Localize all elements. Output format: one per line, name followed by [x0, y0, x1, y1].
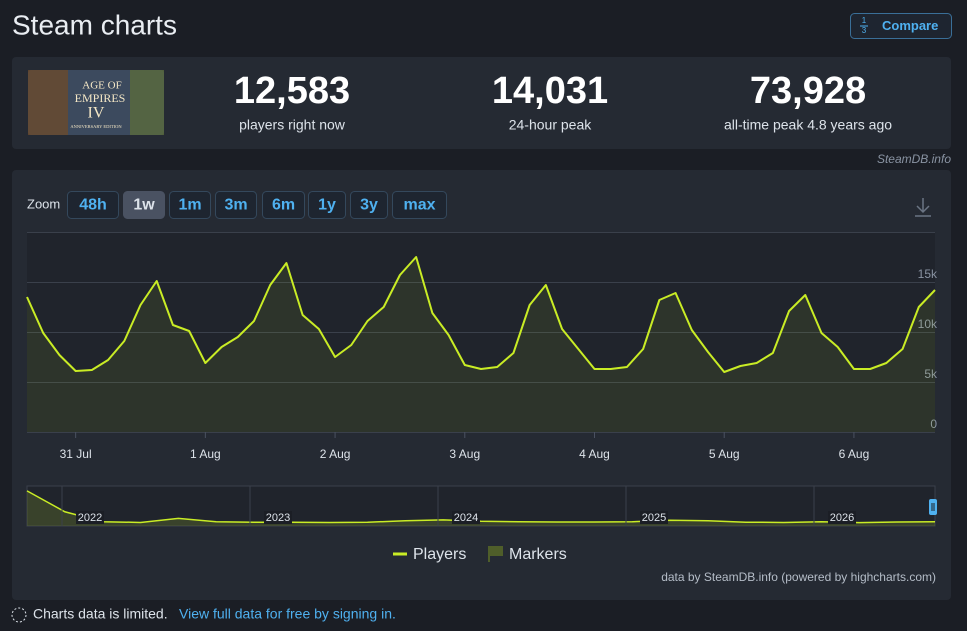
zoom-button[interactable]: 1w	[123, 191, 165, 219]
legend-markers[interactable]: Markers	[488, 546, 567, 563]
source-label: SteamDB.info	[877, 152, 951, 166]
navigator-label-bg	[264, 511, 292, 524]
legend-swatch	[488, 546, 503, 562]
navigator-year-label: 2024	[454, 512, 478, 524]
x-tick-label: 5 Aug	[709, 447, 740, 461]
y-tick-label: 5k	[924, 367, 938, 381]
page-title: Steam charts	[12, 9, 177, 40]
credits: data by SteamDB.info (powered by highcha…	[661, 570, 936, 584]
x-tick-label: 31 Jul	[60, 447, 92, 461]
legend-label: Markers	[509, 546, 567, 563]
stat-value: 73,928	[750, 70, 866, 112]
limited-icon	[11, 607, 27, 623]
game-image-text: AGE OF	[82, 80, 121, 92]
download-icon	[916, 205, 930, 214]
navigator-handle[interactable]	[929, 499, 937, 515]
zoom-button-frame	[392, 191, 447, 219]
navigator	[26, 485, 936, 527]
zoom-button-frame	[123, 191, 165, 219]
stats-panel	[12, 57, 951, 149]
zoom-button-label: 1w	[133, 197, 155, 214]
x-tick-label: 6 Aug	[839, 447, 870, 461]
zoom-button-label: 48h	[79, 197, 107, 214]
game-image-right	[130, 70, 164, 135]
zoom-button[interactable]: 6m	[262, 191, 305, 219]
x-tick-label: 1 Aug	[190, 447, 221, 461]
zoom-button[interactable]: max	[392, 191, 447, 219]
compare-icon-bottom: 3	[862, 26, 867, 35]
navigator-year-label: 2023	[266, 512, 290, 524]
zoom-button-label: max	[403, 197, 435, 214]
zoom-button-frame	[262, 191, 305, 219]
game-image: AGE OF EMPIRES IV ANNIVERSARY EDITION	[28, 70, 164, 135]
zoom-button-label: 6m	[272, 197, 295, 214]
navigator-label-bg	[76, 511, 104, 524]
series-line	[26, 256, 936, 373]
zoom-button[interactable]: 1m	[169, 191, 211, 219]
zoom-button[interactable]: 3y	[350, 191, 388, 219]
compare-icon-top: 1	[862, 16, 867, 25]
plot: 0 5k 10k 15k 31 Jul 1 Aug 2 Aug 3 Aug 4 Aug 5 Aug…	[26, 256, 938, 461]
zoom-label: Zoom	[27, 196, 60, 211]
stat-label: players right now	[239, 117, 346, 133]
download-button[interactable]	[915, 198, 931, 217]
compare-button-frame	[850, 13, 952, 39]
compare-label: Compare	[882, 18, 938, 33]
navigator-year-label: 2025	[642, 512, 666, 524]
navigator-series: 2022 2023 2024 2025 2026	[26, 486, 936, 526]
stat-value: 12,583	[234, 70, 350, 112]
navigator-label-bg	[640, 511, 668, 524]
x-tick-label: 2 Aug	[320, 447, 351, 461]
zoom-button[interactable]: 1y	[308, 191, 346, 219]
zoom-button-frame	[308, 191, 346, 219]
series-area	[27, 257, 935, 432]
stat-label: 24-hour peak	[509, 117, 593, 133]
legend-label: Players	[413, 546, 466, 563]
navigator-handle-grip	[929, 499, 937, 515]
stat-label: all-time peak 4.8 years ago	[724, 117, 892, 133]
y-tick-label: 0	[930, 417, 937, 431]
footer-notice: Charts data is limited.	[33, 606, 168, 622]
y-tick-label: 10k	[918, 317, 938, 331]
game-image-text: ANNIVERSARY EDITION	[70, 124, 122, 129]
game-image-text: IV	[88, 105, 105, 122]
zoom-button-label: 1y	[318, 197, 336, 214]
legend-players[interactable]: Players	[393, 546, 466, 563]
navigator-label-bg	[452, 511, 480, 524]
x-tick-label: 4 Aug	[579, 447, 610, 461]
game-image-text: EMPIRES	[75, 91, 126, 105]
sign-in-link[interactable]: View full data for free by signing in.	[179, 606, 396, 622]
navigator-line	[26, 490, 936, 524]
game-image-left	[28, 70, 68, 135]
x-tick-label: 3 Aug	[449, 447, 480, 461]
navigator-year-label: 2022	[78, 512, 102, 524]
compare-button[interactable]: 1 3 Compare	[850, 13, 952, 39]
stat-value: 14,031	[492, 70, 608, 112]
zoom-button-label: 3m	[224, 197, 247, 214]
zoom-button-frame	[215, 191, 257, 219]
zoom-button-frame	[67, 191, 119, 219]
zoom-button[interactable]: 48h	[67, 191, 119, 219]
zoom-button-frame	[169, 191, 211, 219]
zoom-button-label: 1m	[178, 197, 201, 214]
zoom-button[interactable]: 3m	[215, 191, 257, 219]
zoom-button-label: 3y	[360, 197, 378, 214]
zoom-button-frame	[350, 191, 388, 219]
navigator-label-bg	[828, 511, 856, 524]
y-tick-label: 15k	[918, 267, 938, 281]
navigator-year-label: 2026	[830, 512, 854, 524]
